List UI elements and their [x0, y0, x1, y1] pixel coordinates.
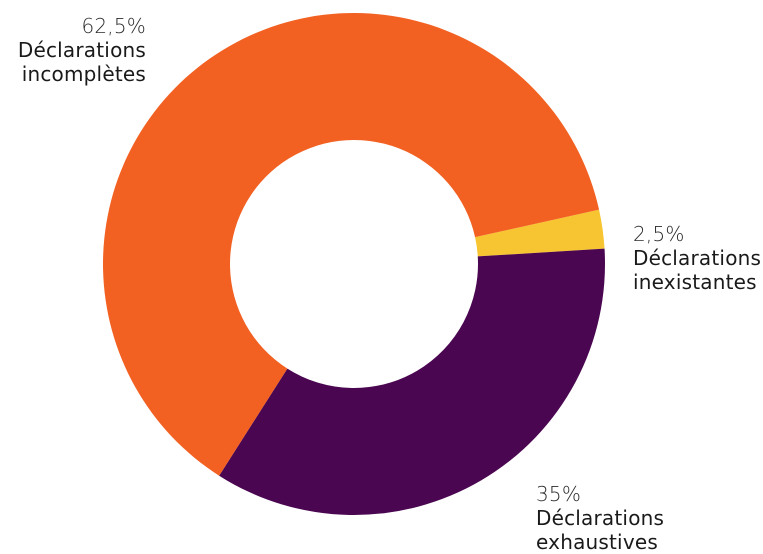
- slice-name-line: Déclarations: [633, 246, 762, 270]
- donut-slices: [102, 12, 605, 515]
- slice-name-line: inexistantes: [633, 270, 757, 294]
- slice-value-label: 2,5%: [633, 222, 685, 246]
- slice-name-line: exhaustives: [536, 530, 658, 554]
- donut-slice-inexistantes: [475, 209, 605, 257]
- slice-name-line: Déclarations: [536, 506, 665, 530]
- slice-name-line: incomplètes: [21, 62, 146, 86]
- slice-label-inexistantes: 2,5% Déclarations inexistantes: [633, 222, 761, 294]
- slice-value-label: 62,5%: [81, 14, 146, 38]
- slice-label-incompletes: 62,5% Déclarations incomplètes: [8, 14, 146, 86]
- donut-slice-incompletes: [102, 12, 600, 476]
- slice-label-exhaustives: 35% Déclarations exhaustives: [536, 482, 696, 554]
- donut-slice-exhaustives: [219, 248, 605, 515]
- slice-value-label: 35%: [536, 482, 582, 506]
- slice-name-line: Déclarations: [17, 38, 146, 62]
